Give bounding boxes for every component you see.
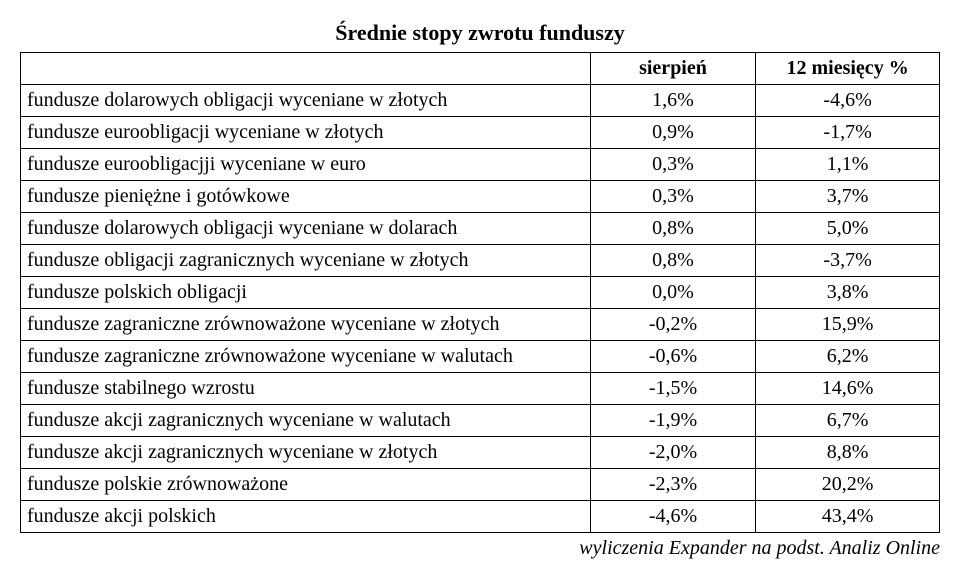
table-row: fundusze obligacji zagranicznych wycenia… <box>21 245 940 277</box>
row-value-a: 0,3% <box>590 181 755 213</box>
table-header-row: sierpień 12 miesięcy % <box>21 53 940 85</box>
row-value-a: 0,9% <box>590 117 755 149</box>
row-label: fundusze akcji zagranicznych wyceniane w… <box>21 405 591 437</box>
row-label: fundusze akcji zagranicznych wyceniane w… <box>21 437 591 469</box>
table-row: fundusze akcji polskich-4,6%43,4% <box>21 501 940 533</box>
table-row: fundusze dolarowych obligacji wyceniane … <box>21 85 940 117</box>
row-label: fundusze akcji polskich <box>21 501 591 533</box>
row-value-a: 0,8% <box>590 213 755 245</box>
table-row: fundusze stabilnego wzrostu-1,5%14,6% <box>21 373 940 405</box>
row-label: fundusze polskich obligacji <box>21 277 591 309</box>
row-value-a: -2,0% <box>590 437 755 469</box>
table-row: fundusze zagraniczne zrównoważone wyceni… <box>21 309 940 341</box>
table-row: fundusze akcji zagranicznych wyceniane w… <box>21 405 940 437</box>
row-label: fundusze zagraniczne zrównoważone wyceni… <box>21 309 591 341</box>
row-value-a: -2,3% <box>590 469 755 501</box>
row-value-a: -1,5% <box>590 373 755 405</box>
row-value-a: -0,2% <box>590 309 755 341</box>
row-value-a: -0,6% <box>590 341 755 373</box>
row-label: fundusze euroobligacji wyceniane w złoty… <box>21 117 591 149</box>
row-value-b: 6,7% <box>756 405 940 437</box>
header-col-b: 12 miesięcy % <box>756 53 940 85</box>
table-row: fundusze akcji zagranicznych wyceniane w… <box>21 437 940 469</box>
row-label: fundusze dolarowych obligacji wyceniane … <box>21 213 591 245</box>
table-row: fundusze polskich obligacji0,0%3,8% <box>21 277 940 309</box>
row-value-a: 1,6% <box>590 85 755 117</box>
row-label: fundusze euroobligacjji wyceniane w euro <box>21 149 591 181</box>
row-value-b: -4,6% <box>756 85 940 117</box>
row-label: fundusze obligacji zagranicznych wycenia… <box>21 245 591 277</box>
row-value-b: 20,2% <box>756 469 940 501</box>
table-row: fundusze zagraniczne zrównoważone wyceni… <box>21 341 940 373</box>
row-label: fundusze polskie zrównoważone <box>21 469 591 501</box>
row-value-b: 8,8% <box>756 437 940 469</box>
table-footnote: wyliczenia Expander na podst. Analiz Onl… <box>20 537 940 560</box>
table-row: fundusze dolarowych obligacji wyceniane … <box>21 213 940 245</box>
row-value-b: 15,9% <box>756 309 940 341</box>
header-col-a: sierpień <box>590 53 755 85</box>
row-value-b: 43,4% <box>756 501 940 533</box>
returns-table: sierpień 12 miesięcy % fundusze dolarowy… <box>20 52 940 533</box>
table-row: fundusze euroobligacjji wyceniane w euro… <box>21 149 940 181</box>
table-title: Średnie stopy zwrotu funduszy <box>20 20 940 46</box>
table-container: Średnie stopy zwrotu funduszy sierpień 1… <box>20 20 940 560</box>
row-value-a: -1,9% <box>590 405 755 437</box>
row-label: fundusze pieniężne i gotówkowe <box>21 181 591 213</box>
row-value-a: 0,0% <box>590 277 755 309</box>
row-value-b: 3,8% <box>756 277 940 309</box>
row-value-b: 5,0% <box>756 213 940 245</box>
row-value-b: 3,7% <box>756 181 940 213</box>
row-value-b: -3,7% <box>756 245 940 277</box>
row-value-a: -4,6% <box>590 501 755 533</box>
row-value-a: 0,8% <box>590 245 755 277</box>
row-value-b: 1,1% <box>756 149 940 181</box>
row-value-b: -1,7% <box>756 117 940 149</box>
row-value-b: 6,2% <box>756 341 940 373</box>
header-blank <box>21 53 591 85</box>
row-value-a: 0,3% <box>590 149 755 181</box>
table-row: fundusze pieniężne i gotówkowe0,3%3,7% <box>21 181 940 213</box>
row-label: fundusze zagraniczne zrównoważone wyceni… <box>21 341 591 373</box>
row-value-b: 14,6% <box>756 373 940 405</box>
table-row: fundusze polskie zrównoważone-2,3%20,2% <box>21 469 940 501</box>
row-label: fundusze dolarowych obligacji wyceniane … <box>21 85 591 117</box>
row-label: fundusze stabilnego wzrostu <box>21 373 591 405</box>
table-row: fundusze euroobligacji wyceniane w złoty… <box>21 117 940 149</box>
